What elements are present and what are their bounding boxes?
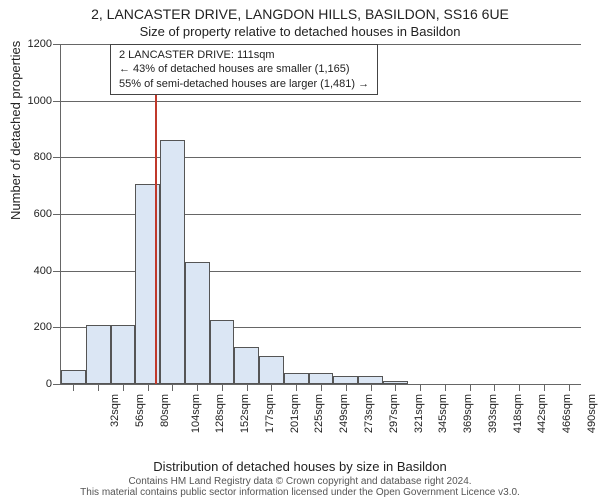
plot-area (60, 44, 581, 385)
y-tick-label: 0 (0, 378, 52, 390)
histogram-bar (358, 376, 383, 385)
gridline-h (61, 157, 581, 158)
histogram-bar (333, 376, 358, 385)
x-tick-label: 490sqm (586, 394, 598, 433)
chart-subtitle: Size of property relative to detached ho… (0, 24, 600, 39)
histogram-bar (185, 262, 210, 384)
x-tick-label: 80sqm (159, 394, 171, 427)
x-tick-label: 393sqm (487, 394, 499, 433)
x-tick-label: 249sqm (338, 394, 350, 433)
x-tick (494, 384, 495, 391)
footer-line-1: Contains HM Land Registry data © Crown c… (0, 476, 600, 487)
y-tick-label: 1000 (0, 95, 52, 107)
x-tick-label: 56sqm (134, 394, 146, 427)
plot: 32sqm56sqm80sqm104sqm128sqm152sqm177sqm2… (60, 44, 580, 414)
x-tick (321, 384, 322, 391)
y-tick-label: 600 (0, 208, 52, 220)
footer: Contains HM Land Registry data © Crown c… (0, 476, 600, 498)
x-tick-label: 225sqm (314, 394, 326, 433)
info-line-2: ← 43% of detached houses are smaller (1,… (119, 62, 369, 76)
x-tick (371, 384, 372, 391)
x-tick (569, 384, 570, 391)
y-tick (53, 157, 61, 158)
x-tick (172, 384, 173, 391)
x-tick (222, 384, 223, 391)
histogram-bar (86, 325, 111, 385)
x-tick (470, 384, 471, 391)
y-tick (53, 271, 61, 272)
y-tick-label: 400 (0, 265, 52, 277)
x-tick-label: 321sqm (413, 394, 425, 433)
x-axis-label: Distribution of detached houses by size … (0, 459, 600, 474)
info-line-1: 2 LANCASTER DRIVE: 111sqm (119, 48, 369, 62)
y-tick (53, 384, 61, 385)
x-tick (346, 384, 347, 391)
x-tick-label: 104sqm (190, 394, 202, 433)
x-tick-label: 418sqm (512, 394, 524, 433)
chart-container: 2, LANCASTER DRIVE, LANGDON HILLS, BASIL… (0, 0, 600, 500)
histogram-bar (309, 373, 334, 384)
x-tick (420, 384, 421, 391)
x-tick-label: 201sqm (289, 394, 301, 433)
y-tick (53, 214, 61, 215)
x-tick-label: 442sqm (536, 394, 548, 433)
x-tick (519, 384, 520, 391)
x-tick (148, 384, 149, 391)
x-tick (98, 384, 99, 391)
info-line-3: 55% of semi-detached houses are larger (… (119, 77, 369, 91)
x-tick (73, 384, 74, 391)
x-tick-label: 273sqm (363, 394, 375, 433)
y-tick-label: 800 (0, 151, 52, 163)
x-tick (296, 384, 297, 391)
footer-line-2: This material contains public sector inf… (0, 487, 600, 498)
histogram-bar (61, 370, 86, 384)
histogram-bar (210, 320, 235, 384)
y-tick (53, 44, 61, 45)
histogram-bar (111, 325, 136, 385)
histogram-bar (234, 347, 259, 384)
x-tick (544, 384, 545, 391)
histogram-bar (160, 140, 185, 384)
x-tick-label: 369sqm (462, 394, 474, 433)
x-tick (395, 384, 396, 391)
x-tick (271, 384, 272, 391)
x-tick-label: 297sqm (388, 394, 400, 433)
x-tick (197, 384, 198, 391)
x-tick-label: 345sqm (437, 394, 449, 433)
x-tick-label: 177sqm (264, 394, 276, 433)
y-tick-label: 200 (0, 321, 52, 333)
x-tick (445, 384, 446, 391)
page-title: 2, LANCASTER DRIVE, LANGDON HILLS, BASIL… (0, 6, 600, 22)
x-tick-label: 32sqm (109, 394, 121, 427)
histogram-bar (259, 356, 284, 384)
x-tick (247, 384, 248, 391)
x-tick-label: 152sqm (239, 394, 251, 433)
info-box: 2 LANCASTER DRIVE: 111sqm ← 43% of detac… (110, 44, 378, 95)
x-tick-label: 128sqm (215, 394, 227, 433)
x-tick-label: 466sqm (561, 394, 573, 433)
y-axis-label: Number of detached properties (8, 41, 23, 220)
x-tick (123, 384, 124, 391)
gridline-h (61, 101, 581, 102)
property-marker-line (155, 44, 157, 384)
y-tick-label: 1200 (0, 38, 52, 50)
y-tick (53, 327, 61, 328)
y-tick (53, 101, 61, 102)
histogram-bar (284, 373, 309, 384)
